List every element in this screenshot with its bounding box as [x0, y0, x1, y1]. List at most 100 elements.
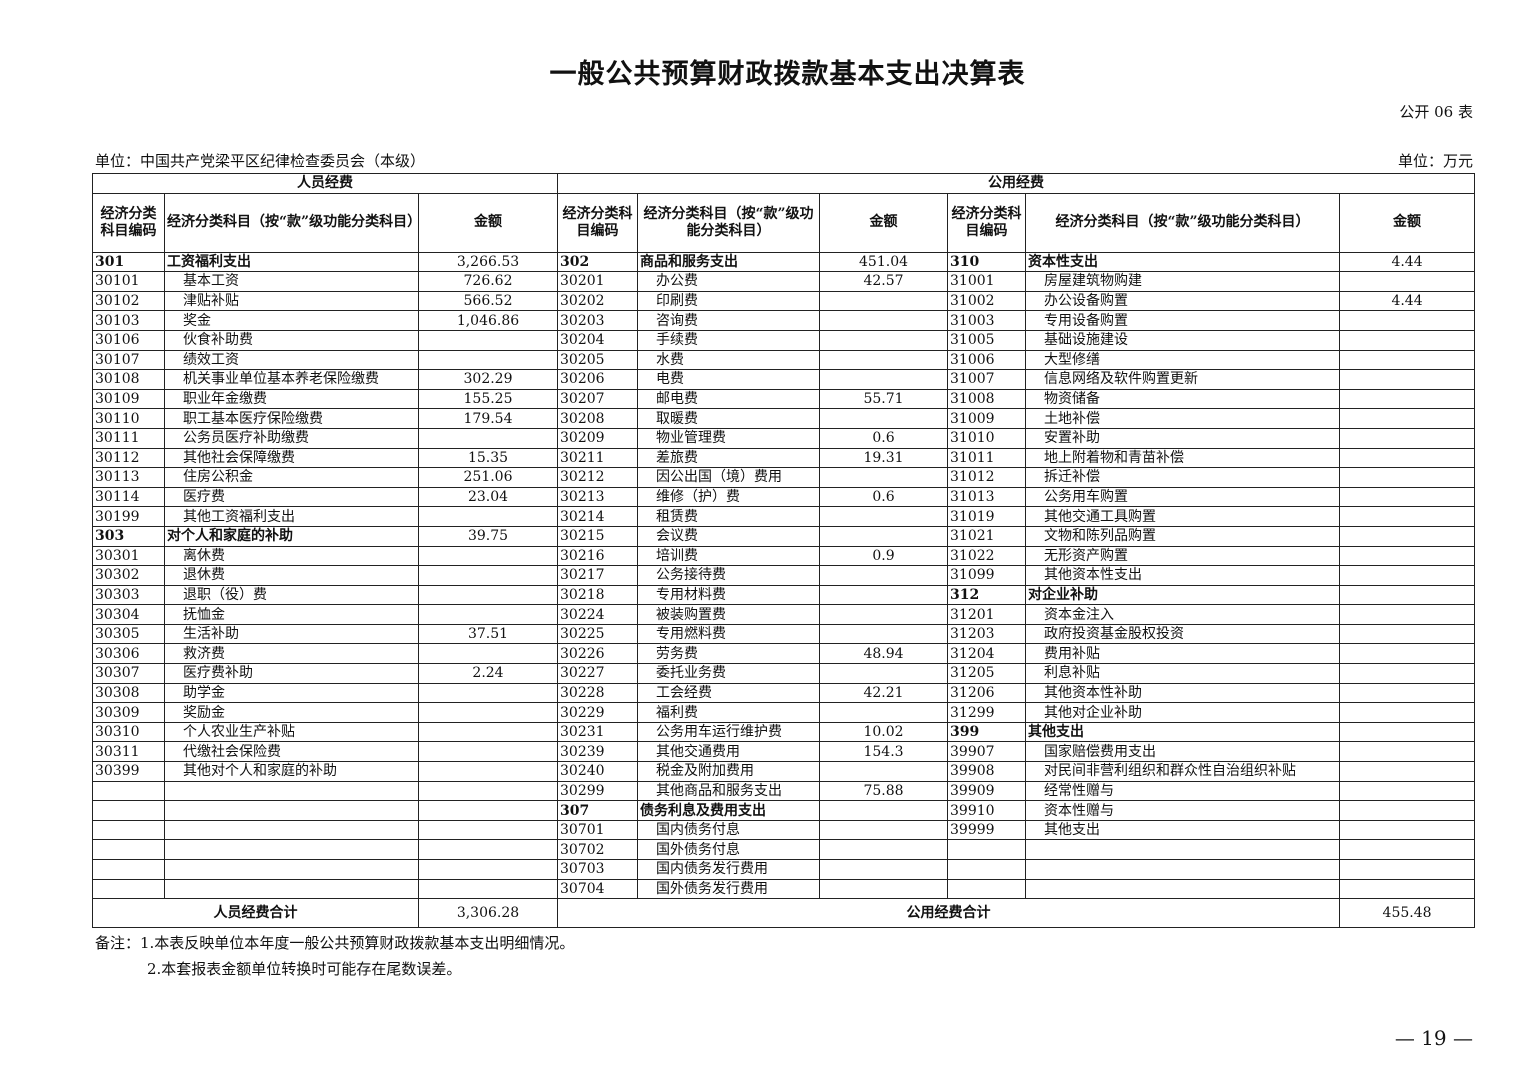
- mid-amount-cell: [819, 349, 949, 371]
- left-code-cell: 30109: [92, 388, 165, 410]
- left-name-cell: [164, 839, 419, 860]
- right-amount-cell: [1339, 721, 1476, 743]
- public-total-amount: 455.48: [1339, 898, 1476, 929]
- mid-name-cell: 国外债务付息: [637, 839, 821, 860]
- left-name-cell: 医疗费: [164, 486, 419, 508]
- right-amount-cell: [1339, 702, 1476, 723]
- mid-amount-cell: [819, 525, 949, 547]
- left-name-cell: [164, 878, 419, 900]
- right-code-cell: [947, 878, 1027, 900]
- right-code-cell: 399: [947, 721, 1027, 743]
- right-code-cell: 31299: [947, 702, 1027, 723]
- right-name-cell: 大型修缮: [1025, 349, 1341, 371]
- table-row: 30302 退休费 30217 公务接待费 31099 其他资本性支出: [92, 565, 1476, 586]
- personnel-total-label: 人员经费合计: [92, 898, 419, 929]
- right-name-cell: 土地补偿: [1025, 408, 1341, 429]
- right-amount-cell: [1339, 408, 1476, 429]
- left-code-cell: 30113: [92, 467, 165, 488]
- table-row: 30303 退职（役）费 30218 专用材料费 312 对企业补助: [92, 584, 1476, 606]
- right-name-cell: 办公设备购置: [1025, 290, 1341, 312]
- right-code-cell: 31204: [947, 643, 1027, 665]
- right-code-cell: 310: [947, 251, 1027, 273]
- mid-code-cell: 30218: [557, 584, 639, 606]
- right-amount-cell: [1339, 878, 1476, 900]
- left-amount-cell: [417, 878, 559, 900]
- left-code-cell: 30106: [92, 329, 165, 351]
- mid-amount-cell: [819, 761, 949, 782]
- mid-amount-cell: 0.9: [819, 545, 949, 567]
- table-row: 30103 奖金 1,046.86 30203 咨询费 31003 专用设备购置: [92, 310, 1476, 331]
- note-2: 2.本套报表金额单位转换时可能存在尾数误差。: [147, 960, 462, 978]
- right-code-cell: 31010: [947, 427, 1027, 449]
- left-name-cell: 退职（役）费: [164, 584, 419, 606]
- left-code-cell: 30309: [92, 702, 165, 723]
- table-row: 30304 抚恤金 30224 被装购置费 31201 资本金注入: [92, 604, 1476, 625]
- mid-code-cell: 30228: [557, 682, 639, 704]
- unit-organization: 单位：中国共产党梁平区纪律检查委员会（本级）: [95, 152, 426, 170]
- left-amount-cell: [417, 565, 559, 586]
- mid-amount-cell: [819, 310, 949, 331]
- left-amount-cell: [417, 741, 559, 763]
- right-amount-cell: [1339, 271, 1476, 292]
- mid-code-cell: 30207: [557, 388, 639, 410]
- left-name-cell: 伙食补助费: [164, 329, 419, 351]
- left-amount-cell: [417, 721, 559, 743]
- right-name-cell: 公务用车购置: [1025, 486, 1341, 508]
- table-row: 30701 国内债务付息 39999 其他支出: [92, 819, 1476, 841]
- left-amount-cell: 2.24: [417, 663, 559, 684]
- table-row: 30299 其他商品和服务支出 75.88 39909 经常性赠与: [92, 780, 1476, 802]
- mid-code-cell: 30203: [557, 310, 639, 331]
- table-row: 30307 医疗费补助 2.24 30227 委托业务费 31205 利息补贴: [92, 663, 1476, 684]
- mid-code-cell: 30240: [557, 761, 639, 782]
- left-name-cell: 住房公积金: [164, 467, 419, 488]
- mid-name-cell: 咨询费: [637, 310, 821, 331]
- right-code-cell: 31013: [947, 486, 1027, 508]
- left-code-cell: 30111: [92, 427, 165, 449]
- right-name-cell: 安置补助: [1025, 427, 1341, 449]
- header-code: 经济分类科目编码: [557, 192, 639, 253]
- right-amount-cell: [1339, 839, 1476, 860]
- right-name-cell: 利息补贴: [1025, 663, 1341, 684]
- left-amount-cell: [417, 643, 559, 665]
- left-amount-cell: 1,046.86: [417, 310, 559, 331]
- right-code-cell: 31007: [947, 369, 1027, 390]
- form-number: 公开 06 表: [1399, 103, 1473, 121]
- right-code-cell: 31205: [947, 663, 1027, 684]
- left-amount-cell: 726.62: [417, 271, 559, 292]
- right-name-cell: [1025, 859, 1341, 880]
- table-row: 30305 生活补助 37.51 30225 专用燃料费 31203 政府投资基金股权投资: [92, 623, 1476, 645]
- page-title: 一般公共预算财政拨款基本支出决算表: [549, 59, 1026, 90]
- mid-code-cell: 30226: [557, 643, 639, 665]
- left-name-cell: 抚恤金: [164, 604, 419, 625]
- right-code-cell: 31012: [947, 467, 1027, 488]
- left-name-cell: [164, 800, 419, 821]
- right-name-cell: 对民间非营利组织和群众性自治组织补贴: [1025, 761, 1341, 782]
- right-code-cell: 31011: [947, 447, 1027, 469]
- left-amount-cell: 15.35: [417, 447, 559, 469]
- mid-amount-cell: [819, 467, 949, 488]
- mid-name-cell: 专用燃料费: [637, 623, 821, 645]
- right-name-cell: 其他支出: [1025, 819, 1341, 841]
- right-amount-cell: [1339, 741, 1476, 763]
- left-amount-cell: [417, 545, 559, 567]
- left-name-cell: 其他工资福利支出: [164, 506, 419, 527]
- mid-code-cell: 30224: [557, 604, 639, 625]
- left-name-cell: 奖励金: [164, 702, 419, 723]
- right-amount-cell: [1339, 565, 1476, 586]
- mid-name-cell: 因公出国（境）费用: [637, 467, 821, 488]
- right-name-cell: 房屋建筑物购建: [1025, 271, 1341, 292]
- mid-amount-cell: 75.88: [819, 780, 949, 802]
- right-code-cell: 31203: [947, 623, 1027, 645]
- right-amount-cell: [1339, 349, 1476, 371]
- right-amount-cell: [1339, 369, 1476, 390]
- mid-code-cell: 30229: [557, 702, 639, 723]
- right-amount-cell: [1339, 486, 1476, 508]
- table-row: 30301 离休费 30216 培训费 0.9 31022 无形资产购置: [92, 545, 1476, 567]
- header-code: 经济分类科目编码: [947, 192, 1027, 253]
- mid-name-cell: 工会经费: [637, 682, 821, 704]
- right-name-cell: 其他支出: [1025, 721, 1341, 743]
- mid-name-cell: 邮电费: [637, 388, 821, 410]
- personnel-total-amount: 3,306.28: [417, 898, 559, 929]
- right-amount-cell: [1339, 427, 1476, 449]
- left-name-cell: 基本工资: [164, 271, 419, 292]
